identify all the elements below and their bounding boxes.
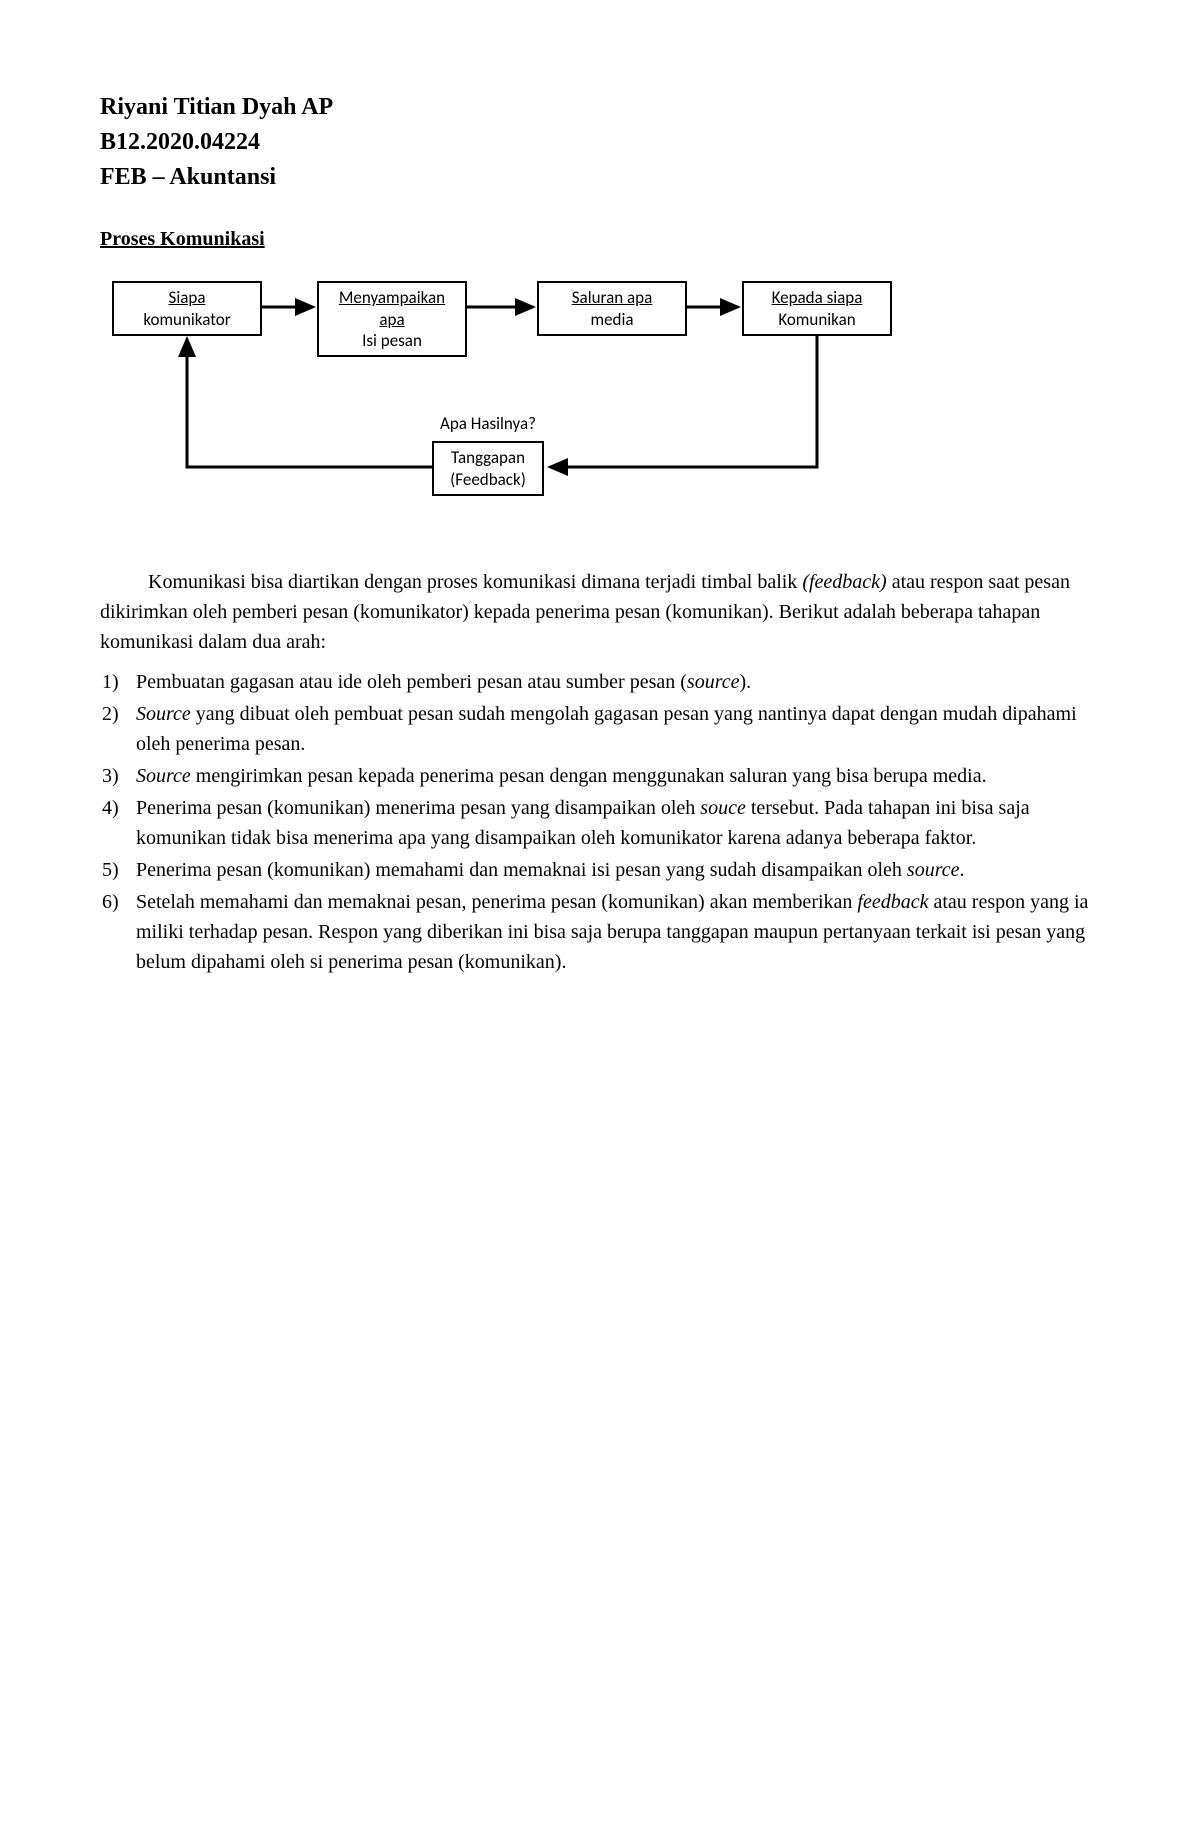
section-title: Proses Komunikasi — [100, 228, 1100, 251]
step-item: Source yang dibuat oleh pembuat pesan su… — [132, 699, 1100, 759]
flow-node-n2: Menyampaikan apaIsi pesan — [317, 281, 467, 357]
step-item: Penerima pesan (komunikan) memahami dan … — [132, 855, 1100, 885]
flow-node-n4: Kepada siapaKomunikan — [742, 281, 892, 336]
flow-node-n1: Siapakomunikator — [112, 281, 262, 336]
intro-paragraph: Komunikasi bisa diartikan dengan proses … — [100, 567, 1100, 657]
header-id: B12.2020.04224 — [100, 125, 1100, 160]
steps-list: Pembuatan gagasan atau ide oleh pemberi … — [100, 667, 1100, 977]
flow-node-n3: Saluran apamedia — [537, 281, 687, 336]
step-item: Setelah memahami dan memaknai pesan, pen… — [132, 887, 1100, 977]
header-name: Riyani Titian Dyah AP — [100, 90, 1100, 125]
step-item: Source mengirimkan pesan kepada penerima… — [132, 761, 1100, 791]
flow-node-feedback: Tanggapan(Feedback) — [432, 441, 544, 496]
feedback-label: Apa Hasilnya? — [422, 413, 554, 434]
document-page: Riyani Titian Dyah AP B12.2020.04224 FEB… — [0, 0, 1200, 1841]
step-item: Penerima pesan (komunikan) menerima pesa… — [132, 793, 1100, 853]
header-program: FEB – Akuntansi — [100, 160, 1100, 195]
flowchart: Siapakomunikator Menyampaikan apaIsi pesa… — [112, 271, 932, 541]
step-item: Pembuatan gagasan atau ide oleh pemberi … — [132, 667, 1100, 697]
